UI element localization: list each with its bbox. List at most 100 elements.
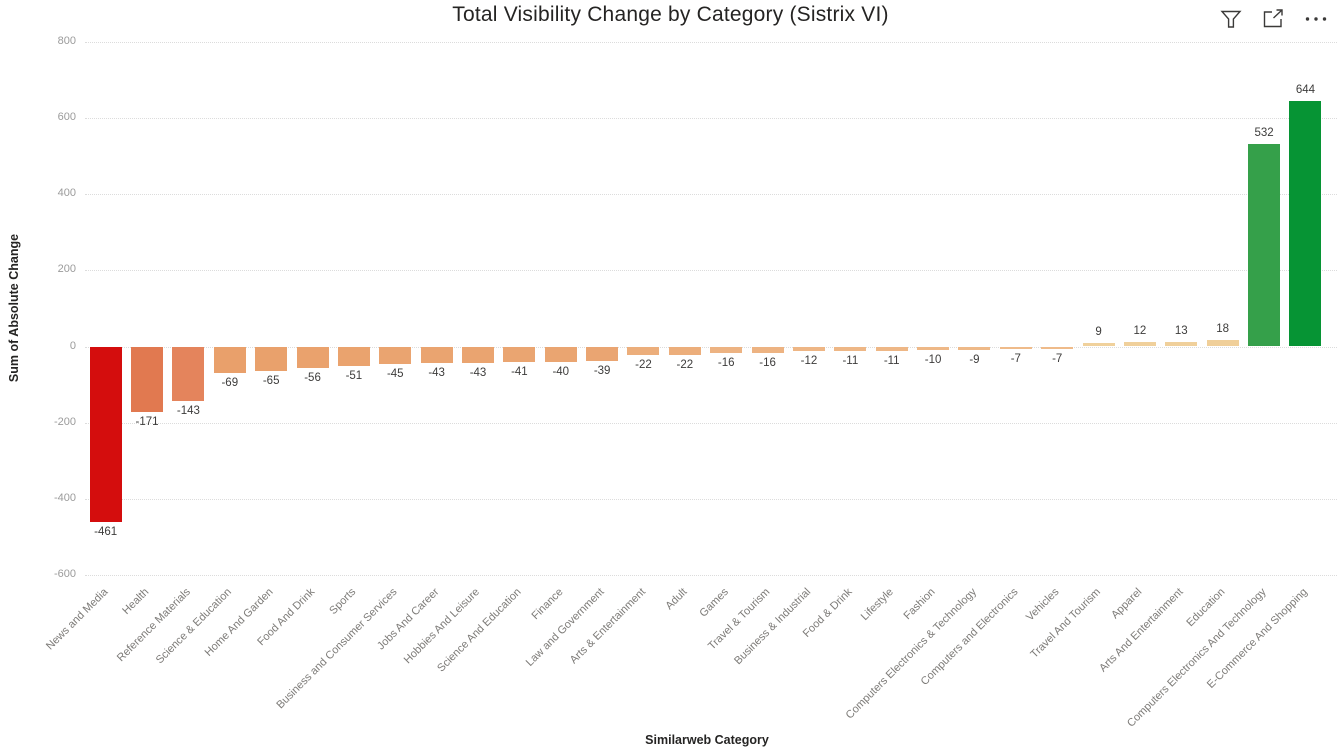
y-tick-label: 600 [57, 111, 76, 124]
bar-value-label: -11 [883, 354, 900, 367]
category-label-text: Vehicles [1024, 586, 1062, 624]
category-label-text: Science & Education [153, 586, 235, 667]
bar-value-label: -11 [842, 354, 859, 367]
bar[interactable] [337, 346, 370, 366]
bar-value-label: 532 [1254, 126, 1274, 139]
gridline [85, 574, 1337, 576]
category-label-text: Finance [529, 586, 566, 623]
bar-value-label: -16 [717, 356, 735, 369]
bar-value-label: -12 [800, 355, 818, 368]
gridline [85, 118, 1337, 120]
bar-value-label: -171 [135, 415, 159, 428]
bar[interactable] [710, 346, 743, 353]
bar-value-label: 644 [1295, 84, 1315, 97]
bar[interactable] [503, 346, 536, 363]
category-label-text: Travel And Tourism [1028, 586, 1104, 661]
bar[interactable] [544, 346, 577, 362]
bar[interactable] [668, 346, 701, 355]
category-label-text: Education [1184, 586, 1228, 630]
bar-value-label: -39 [593, 365, 611, 378]
gridline [85, 422, 1337, 424]
filter-icon[interactable] [1220, 8, 1242, 30]
bar[interactable] [1206, 339, 1239, 347]
bar-value-label: -51 [345, 369, 363, 382]
bar-value-label: -16 [759, 356, 776, 369]
gridline [85, 270, 1337, 272]
category-label-text: Arts & Entertainment [567, 586, 648, 667]
bar-value-label: -45 [386, 367, 404, 380]
bar-value-label: -65 [262, 375, 280, 388]
category-label-text: News and Media [43, 586, 111, 653]
bar[interactable] [213, 346, 246, 373]
bar-value-label: -69 [221, 376, 239, 389]
y-tick-label: 0 [69, 339, 76, 352]
y-tick-label: -600 [53, 567, 76, 580]
category-label-text: Law and Government [523, 586, 607, 669]
bar[interactable] [172, 346, 205, 401]
category-label-text: Fashion [901, 586, 938, 623]
y-tick-label: 800 [57, 34, 76, 47]
y-tick-label: 200 [57, 263, 76, 276]
bar-value-label: -22 [635, 358, 652, 371]
category-label-text: Business & Industrial [732, 586, 814, 668]
gridline [85, 41, 1337, 43]
category-label-text: Arts And Entertainment [1097, 586, 1186, 675]
bar[interactable] [89, 346, 122, 522]
category-label-text: Reference Materials [114, 586, 193, 665]
gridline [85, 498, 1337, 500]
bar[interactable] [1041, 346, 1074, 350]
bar-value-label: -461 [94, 525, 118, 538]
gridline [85, 194, 1337, 196]
category-label-text: Sports [327, 586, 359, 617]
bar-value-label: -40 [552, 365, 570, 378]
bar[interactable] [834, 346, 867, 351]
y-tick-label: 400 [57, 187, 76, 200]
bar-value-label: -43 [469, 366, 487, 379]
bar[interactable] [792, 346, 825, 352]
bar[interactable] [999, 346, 1032, 350]
bar[interactable] [875, 346, 908, 351]
category-label-text: Apparel [1109, 586, 1145, 622]
category-label-text: Games [697, 586, 731, 620]
bar[interactable] [1082, 343, 1115, 347]
category-label-text: Adult [663, 586, 690, 613]
x-axis-title: Similarweb Category [645, 733, 769, 747]
y-axis-title: Sum of Absolute Change [7, 233, 21, 383]
bar[interactable] [379, 346, 412, 364]
bar-value-label: -7 [1010, 353, 1021, 366]
bar[interactable] [131, 346, 164, 412]
bar-value-label: -43 [428, 366, 445, 379]
bar[interactable] [917, 346, 950, 351]
bar[interactable] [1165, 341, 1198, 347]
bar[interactable] [751, 346, 784, 353]
focus-mode-icon[interactable] [1261, 8, 1285, 30]
category-label-text: Lifestyle [859, 586, 897, 624]
visual-header-toolbar [1220, 8, 1328, 30]
bar[interactable] [627, 346, 660, 355]
more-options-icon[interactable] [1304, 8, 1328, 30]
bar[interactable] [1248, 143, 1281, 347]
y-tick-label: -200 [53, 415, 76, 428]
category-label-text: Hobbies And Leisure [402, 586, 483, 667]
bar[interactable] [586, 346, 619, 362]
bar-value-label: 12 [1133, 324, 1147, 337]
bar-value-label: 13 [1174, 324, 1188, 337]
bar[interactable] [420, 346, 453, 363]
bar[interactable] [1123, 341, 1156, 347]
bar-value-label: -10 [924, 354, 942, 367]
bar[interactable] [1289, 101, 1322, 347]
category-label-text: Health [120, 586, 152, 617]
bar[interactable] [296, 346, 329, 368]
y-tick-label: -400 [53, 491, 76, 504]
chart-title: Total Visibility Change by Category (Sis… [452, 3, 889, 26]
bar-value-label: -7 [1052, 353, 1063, 366]
bar-value-label: 18 [1216, 322, 1230, 335]
bar-value-label: -22 [676, 358, 694, 371]
bar[interactable] [958, 346, 991, 350]
bar-value-label: -143 [176, 404, 200, 417]
bar[interactable] [462, 346, 494, 363]
bar-value-label: -9 [969, 353, 980, 366]
bar-value-label: -56 [304, 371, 321, 384]
bar-value-label: 9 [1095, 326, 1102, 339]
bar[interactable] [255, 346, 288, 372]
